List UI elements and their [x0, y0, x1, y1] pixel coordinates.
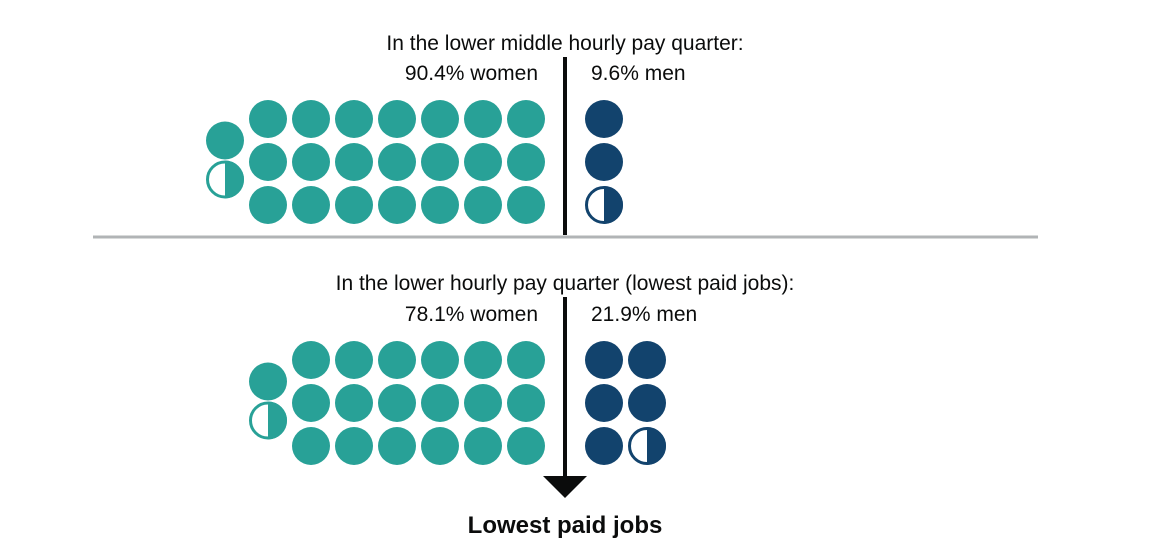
women-dot-q2 — [335, 341, 373, 379]
quarter-2-men-label: 21.9% men — [591, 303, 697, 326]
quarter-1-men-label: 9.6% men — [591, 62, 686, 85]
women-dot-q2 — [249, 362, 287, 401]
women-dot-q1 — [464, 186, 502, 224]
women-dot-q2 — [378, 341, 416, 379]
quarter-2-women-label: 78.1% women — [405, 303, 538, 326]
men-dot-q1 — [585, 143, 623, 181]
women-dot-q1 — [421, 186, 459, 224]
chart-marks — [206, 100, 666, 465]
women-dot-q1 — [421, 100, 459, 138]
women-half-dot-q2 — [249, 401, 287, 440]
women-dot-q1 — [292, 100, 330, 138]
women-dot-q2 — [507, 427, 545, 465]
women-dot-q1 — [292, 186, 330, 224]
women-dot-q2 — [464, 384, 502, 422]
women-dot-q1 — [249, 186, 287, 224]
women-dot-q1 — [249, 143, 287, 181]
women-dot-q2 — [378, 427, 416, 465]
quarter-1-title: In the lower middle hourly pay quarter: — [386, 32, 743, 55]
women-dot-q2 — [421, 341, 459, 379]
women-dot-q1 — [206, 121, 244, 160]
men-dot-q2 — [628, 341, 666, 379]
women-half-dot-q1 — [206, 160, 244, 199]
women-dot-q2 — [421, 427, 459, 465]
women-dot-q1 — [249, 100, 287, 138]
women-dot-q1 — [507, 100, 545, 138]
women-dot-q1 — [507, 186, 545, 224]
women-dot-q1 — [421, 143, 459, 181]
women-dot-q1 — [378, 186, 416, 224]
quarter-1-women-label: 90.4% women — [405, 62, 538, 85]
women-dot-q1 — [335, 100, 373, 138]
men-half-dot-q2 — [628, 427, 666, 465]
women-dot-q2 — [507, 341, 545, 379]
women-dot-q2 — [292, 384, 330, 422]
men-dot-q2 — [585, 427, 623, 465]
women-dot-q2 — [421, 384, 459, 422]
women-dot-q1 — [292, 143, 330, 181]
women-dot-q2 — [464, 341, 502, 379]
women-dot-q2 — [507, 384, 545, 422]
men-dot-q2 — [628, 384, 666, 422]
women-dot-q2 — [335, 427, 373, 465]
down-arrow-head — [543, 476, 587, 498]
quarter-2-title: In the lower hourly pay quarter (lowest … — [336, 272, 795, 295]
women-dot-q1 — [507, 143, 545, 181]
women-dot-q1 — [335, 143, 373, 181]
men-dot-q1 — [585, 100, 623, 138]
women-dot-q1 — [335, 186, 373, 224]
women-dot-q2 — [378, 384, 416, 422]
lowest-paid-jobs-label: Lowest paid jobs — [468, 512, 663, 539]
women-dot-q1 — [464, 143, 502, 181]
women-dot-q1 — [378, 100, 416, 138]
women-dot-q2 — [292, 341, 330, 379]
men-dot-q2 — [585, 341, 623, 379]
women-dot-q2 — [335, 384, 373, 422]
men-dot-q2 — [585, 384, 623, 422]
women-dot-q2 — [292, 427, 330, 465]
women-dot-q1 — [464, 100, 502, 138]
women-dot-q1 — [378, 143, 416, 181]
women-dot-q2 — [464, 427, 502, 465]
men-half-dot-q1 — [585, 186, 623, 224]
